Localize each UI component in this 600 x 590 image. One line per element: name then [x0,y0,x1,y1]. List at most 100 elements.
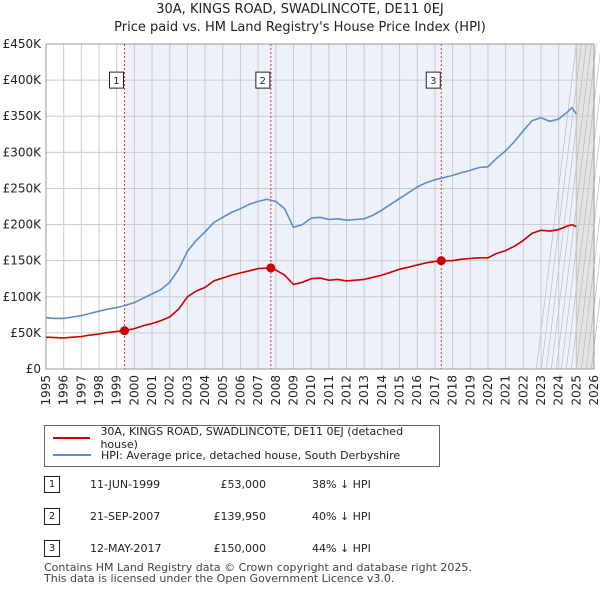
x-tick-label: 2000 [127,375,141,406]
x-tick-label: 2007 [251,375,265,406]
x-tick-label: 2006 [233,375,247,406]
sale-price: £150,000 [213,542,267,555]
x-tick-label: 2005 [216,375,230,406]
footer: Contains HM Land Registry data © Crown c… [44,562,472,584]
plot-border [45,43,595,370]
ownership-band [441,44,577,369]
future-hatch [550,43,592,370]
sale-row: 1 11-JUN-1999 £53,000 38% ↓ HPI [44,473,444,505]
sale-date: 21-SEP-2007 [90,510,161,523]
x-tick-label: 2012 [340,375,354,406]
ownership-band [124,44,271,369]
sale-point [119,326,129,336]
x-tick-label: 2009 [286,375,300,406]
x-tick-label: 2015 [393,375,407,406]
x-tick-label: 1995 [39,375,53,406]
x-tick-label: 2019 [463,375,477,406]
future-hatch [585,255,600,370]
x-tick-label: 2021 [499,375,513,406]
x-tick-label: 2003 [180,375,194,406]
future-hatch [535,43,577,370]
sale-label-box: 1 [108,71,124,89]
legend: 30A, KINGS ROAD, SWADLINCOTE, DE11 0EJ (… [44,425,440,467]
sale-label-box: 2 [255,71,271,89]
x-tick-label: 2026 [587,375,600,406]
future-region [576,44,594,369]
x-tick-label: 2020 [481,375,495,406]
future-hatch [545,43,587,370]
sale-price: £53,000 [220,478,267,491]
sale-hpi-diff: 40% ↓ HPI [312,510,371,523]
legend-item-property: 30A, KINGS ROAD, SWADLINCOTE, DE11 0EJ (… [53,425,439,451]
hpi-line [45,106,577,320]
future-hatch [570,133,600,370]
x-tick-label: 1997 [74,375,88,406]
sale-date: 12-MAY-2017 [90,542,162,555]
price-chart: £0 £50K £100K £150K £200K £250K £300K £350K £400… [3,37,600,406]
future-hatch [590,295,600,370]
x-tick-label: 2018 [446,375,460,406]
sale-label-number: 2 [260,76,266,87]
sale-label-number: 3 [430,76,436,87]
x-tick-label: 2024 [552,375,566,406]
x-tick-label: 2001 [145,375,159,406]
x-tick-label: 2002 [163,375,177,406]
sale-number: 1 [44,476,60,493]
x-tick-label: 2016 [410,375,424,406]
sale-point [436,256,446,266]
ownership-band [270,44,442,369]
x-tick-label: 2013 [357,375,371,406]
sale-label-box: 3 [425,71,441,89]
chart-title: 30A, KINGS ROAD, SWADLINCOTE, DE11 0EJ [156,2,444,17]
x-tick-label: 1996 [57,375,71,406]
sale-hpi-diff: 38% ↓ HPI [312,478,371,491]
x-tick-label: 2010 [304,375,318,406]
future-hatch [560,51,600,370]
sale-label-frame [255,71,271,89]
sale-label-frame [108,71,124,89]
y-tick-label: £150K [3,254,43,268]
legend-label-property: 30A, KINGS ROAD, SWADLINCOTE, DE11 0EJ (… [100,425,404,451]
y-tick-label: £200K [3,218,43,232]
sale-number: 3 [44,540,60,557]
y-tick-label: £300K [3,145,43,159]
x-tick-label: 2017 [428,375,442,406]
future-hatch [540,43,582,370]
y-tick-label: £0 [26,362,41,376]
y-tick-label: £50K [10,326,42,340]
chart-subtitle: Price paid vs. HM Land Registry's House … [114,20,486,35]
sale-row: 3 12-MAY-2017 £150,000 44% ↓ HPI [44,537,444,569]
sale-point [266,263,276,273]
legend-label-hpi: HPI: Average price, detached house, Sout… [101,448,401,462]
sales-table: 1 11-JUN-1999 £53,000 38% ↓ HPI 2 21-SEP… [44,473,444,569]
x-tick-label: 2025 [569,375,583,406]
legend-item-hpi: HPI: Average price, detached house, Sout… [53,446,400,464]
footer-copyright: Contains HM Land Registry data © Crown c… [44,561,472,574]
sale-date: 11-JUN-1999 [90,478,161,491]
x-tick-label: 1999 [110,375,124,406]
legend-swatch-hpi [53,454,91,456]
sale-row: 2 21-SEP-2007 £139,950 40% ↓ HPI [44,505,444,537]
sale-label-frame [425,71,441,89]
x-tick-label: 2023 [534,375,548,406]
future-hatch [580,214,600,370]
y-tick-label: £350K [3,109,43,123]
sale-label-number: 1 [113,76,119,87]
y-tick-label: £450K [3,37,43,51]
x-tick-label: 2022 [516,375,530,406]
property-price-line [45,223,577,339]
x-tick-label: 2014 [375,375,389,406]
x-tick-label: 1998 [92,375,106,406]
x-tick-label: 2008 [269,375,283,406]
y-tick-label: £250K [3,181,43,195]
future-hatch [575,173,600,370]
y-tick-label: £400K [3,73,43,87]
footer-licence: This data is licensed under the Open Gov… [44,572,395,585]
sale-number: 2 [44,508,60,525]
y-tick-label: £100K [3,290,43,304]
sale-price: £139,950 [213,510,267,523]
x-tick-label: 2011 [322,375,336,406]
legend-swatch-property [53,437,91,439]
sale-hpi-diff: 44% ↓ HPI [312,542,371,555]
x-tick-label: 2004 [198,375,212,406]
